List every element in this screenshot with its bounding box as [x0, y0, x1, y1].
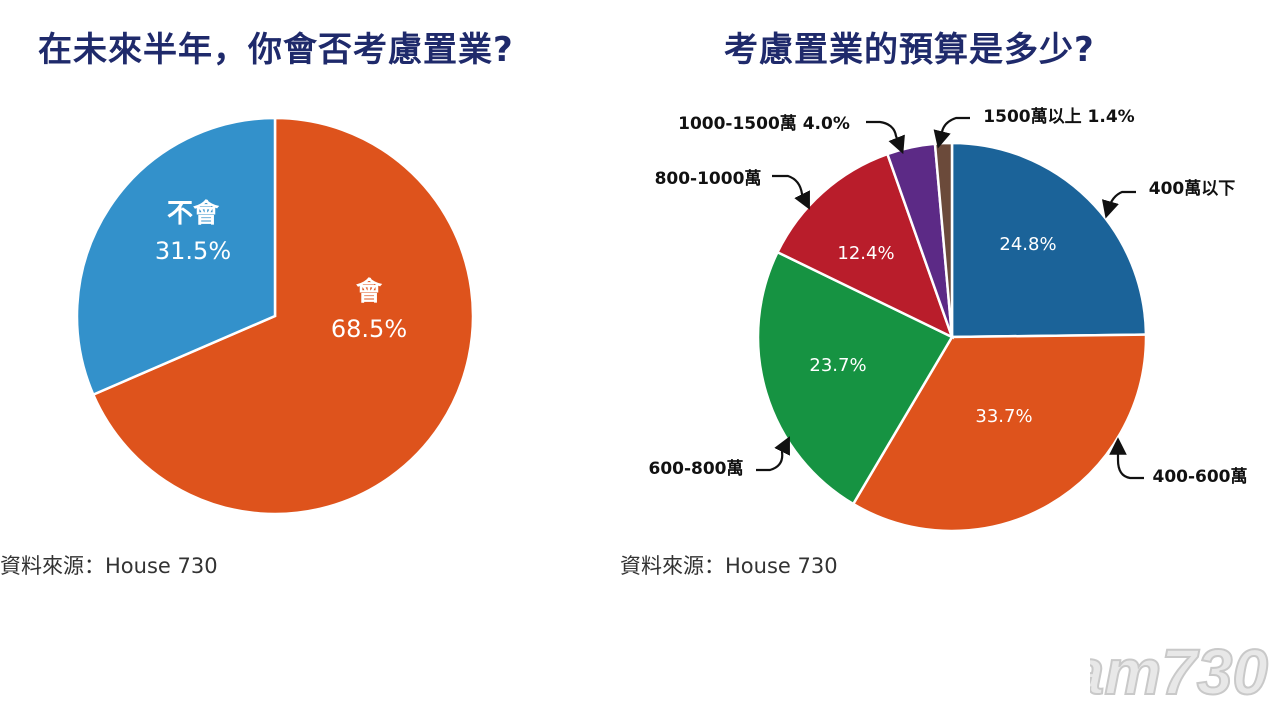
chart-title-left: 在未來半年，你會否考慮置業? [38, 30, 514, 70]
data-label: 24.8% [999, 234, 1056, 255]
source-note-left: 資料來源：House 730 [0, 554, 218, 578]
pie-slice [950, 141, 1148, 339]
slice-label: 不會 [167, 198, 220, 229]
callout-label: 800-1000萬 [655, 168, 762, 189]
slice-label: 會 [356, 276, 383, 307]
am730-logo: am730 [1090, 635, 1269, 709]
callout-label: 400萬以下 [1149, 178, 1236, 199]
source-note-right: 資料來源：House 730 [620, 554, 838, 578]
callout-arrow [1101, 190, 1136, 219]
watermark-text: am730 [1090, 636, 1268, 708]
callout-label: 1500萬以上 1.4% [983, 106, 1134, 127]
chart-title-right: 考慮置業的預算是多少? [724, 30, 1095, 70]
pie-slice [75, 116, 277, 397]
data-label: 23.7% [809, 355, 866, 376]
callout-arrow [866, 120, 905, 155]
data-label: 68.5% [331, 315, 407, 343]
callout-arrow [772, 174, 810, 210]
pie-slice [851, 333, 1148, 533]
data-label: 33.7% [975, 406, 1032, 427]
pie-slice [775, 152, 955, 340]
callout-label: 1000-1500萬 4.0% [678, 113, 850, 134]
callout-arrow [756, 436, 790, 472]
callout-label: 400-600萬 [1152, 466, 1247, 487]
callout-label: 600-800萬 [648, 458, 743, 479]
data-label: 12.4% [837, 243, 894, 264]
pie-chart-left: 會 68.5% 不會 31.5% [75, 116, 475, 516]
callout-arrow [933, 116, 970, 149]
callout-arrow [1109, 437, 1144, 480]
data-label: 31.5% [155, 237, 231, 265]
pie-slice [756, 250, 954, 506]
pie-chart-right: 24.8% 33.7% 23.7% 12.4% 400萬以下 400-600萬 600-80… [648, 106, 1248, 533]
pie-slice [91, 116, 475, 516]
